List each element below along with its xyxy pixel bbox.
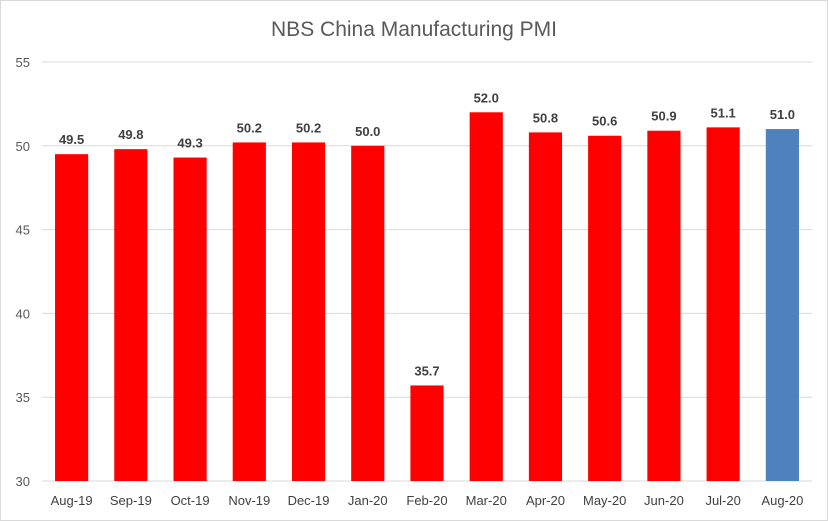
data-label: 50.8: [533, 110, 558, 125]
y-axis-ticks: 30 35 40 45 50 55: [16, 55, 30, 489]
bar-dec-19: [291, 142, 326, 481]
y-tick-label: 40: [16, 306, 30, 321]
bar-feb-20: [410, 385, 444, 481]
chart-title: NBS China Manufacturing PMI: [271, 18, 557, 41]
data-label: 51.0: [770, 107, 795, 122]
bar-aug-20: [765, 129, 799, 482]
bar-aug-19: [55, 154, 89, 481]
x-axis-ticks: Aug-19 Sep-19 Oct-19 Nov-19 Dec-19 Jan-20 Feb-…: [51, 493, 804, 508]
x-tick-label: May-20: [583, 493, 626, 508]
data-label: 52.0: [474, 90, 499, 105]
bar-may-20: [588, 135, 622, 481]
y-tick-label: 30: [16, 474, 30, 489]
y-tick-label: 50: [16, 139, 30, 154]
bar-jun-20: [647, 130, 681, 481]
x-tick-label: Jul-20: [705, 493, 740, 508]
x-tick-label: Jun-20: [644, 493, 684, 508]
x-tick-label: Feb-20: [406, 493, 447, 508]
data-label: 50.2: [237, 120, 262, 135]
bar-apr-20: [528, 132, 563, 481]
x-tick-label: Apr-20: [526, 493, 565, 508]
x-tick-label: Aug-20: [761, 493, 803, 508]
y-tick-label: 55: [16, 55, 30, 70]
gridlines: [42, 61, 812, 482]
data-label: 49.8: [118, 127, 143, 142]
data-label: 35.7: [414, 363, 439, 378]
data-label: 49.5: [59, 132, 84, 147]
x-tick-label: Nov-19: [228, 493, 270, 508]
x-tick-label: Aug-19: [51, 493, 93, 508]
data-labels: 49.5 49.8 49.3 50.2 50.2 50.0 35.7 52.0 50.8 50.6…: [59, 90, 795, 378]
bar-sep-19: [114, 149, 148, 482]
bar-oct-19: [173, 157, 207, 482]
x-tick-label: Oct-19: [171, 493, 210, 508]
y-tick-label: 35: [16, 390, 30, 405]
data-label: 49.3: [177, 136, 202, 151]
data-label: 50.2: [296, 120, 321, 135]
x-tick-label: Mar-20: [466, 493, 507, 508]
bars: [55, 112, 799, 482]
x-tick-label: Sep-19: [110, 493, 152, 508]
y-tick-label: 45: [16, 223, 30, 238]
data-label: 50.6: [592, 114, 617, 129]
data-label: 51.1: [710, 105, 735, 120]
x-tick-label: Jan-20: [348, 493, 388, 508]
bar-nov-19: [232, 142, 266, 481]
x-tick-label: Dec-19: [288, 493, 330, 508]
bar-jan-20: [351, 145, 385, 482]
bar-mar-20: [469, 112, 503, 481]
data-label: 50.0: [355, 124, 380, 139]
bar-jul-20: [706, 127, 740, 481]
data-label: 50.9: [651, 109, 676, 124]
